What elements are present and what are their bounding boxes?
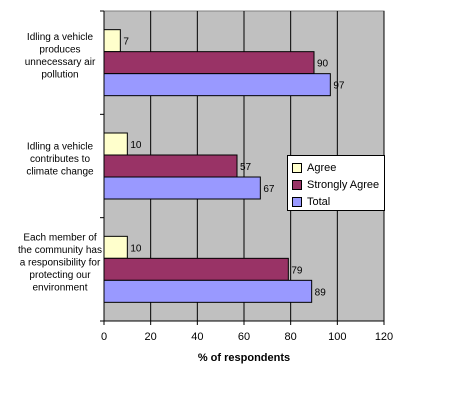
legend-label-agree: Agree: [307, 161, 337, 174]
bar: [103, 132, 128, 156]
bar: [103, 51, 315, 75]
x-tick-label: 0: [101, 331, 107, 343]
x-tick-labels: 0 20 40 60 80 100 120: [101, 331, 393, 343]
bar: [103, 73, 331, 97]
data-label: 90: [317, 59, 329, 70]
bars: [103, 29, 331, 303]
x-tick-label: 20: [145, 331, 157, 343]
data-label: 67: [263, 184, 275, 195]
x-axis-title: % of respondents: [198, 352, 290, 364]
data-label: 97: [333, 81, 345, 92]
x-tick-label: 100: [328, 331, 346, 343]
category-label: Each member of the community has a respons…: [18, 232, 102, 293]
legend-item-total: Total: [292, 193, 384, 210]
bar: [103, 279, 313, 303]
legend-label-total: Total: [307, 195, 331, 208]
category-label: Idling a vehicle produces unnecessary air p…: [25, 32, 96, 80]
data-label: 57: [240, 162, 252, 173]
bar: [103, 235, 128, 259]
data-label: 89: [315, 287, 327, 298]
category-label: Idling a vehicle contributes to climate ch…: [26, 142, 94, 178]
legend-item-strongly-agree: Strongly Agree: [292, 176, 384, 193]
data-label: 10: [130, 243, 142, 254]
legend-label-strongly-agree: Strongly Agree: [307, 178, 380, 191]
x-tick-label: 60: [238, 331, 250, 343]
data-label: 10: [130, 140, 142, 151]
x-tick-label: 120: [375, 331, 393, 343]
bar: [103, 176, 261, 200]
data-label: 79: [291, 265, 303, 276]
bar: [103, 257, 289, 281]
axes: [100, 10, 385, 325]
data-label: 7: [123, 37, 129, 48]
legend-swatch-total: [292, 196, 302, 207]
bar: [103, 154, 238, 178]
x-tick-label: 40: [191, 331, 203, 343]
category-labels: Idling a vehicle produces unnecessary air p…: [18, 32, 102, 293]
legend-item-agree: Agree: [292, 159, 384, 176]
data-labels: 7 90 97 10 57 67 10 79 89: [123, 37, 345, 299]
legend: Agree Strongly Agree Total: [287, 155, 385, 211]
legend-swatch-agree: [292, 162, 302, 173]
legend-swatch-strongly-agree: [292, 179, 302, 190]
bar: [103, 29, 121, 53]
x-tick-label: 80: [285, 331, 297, 343]
